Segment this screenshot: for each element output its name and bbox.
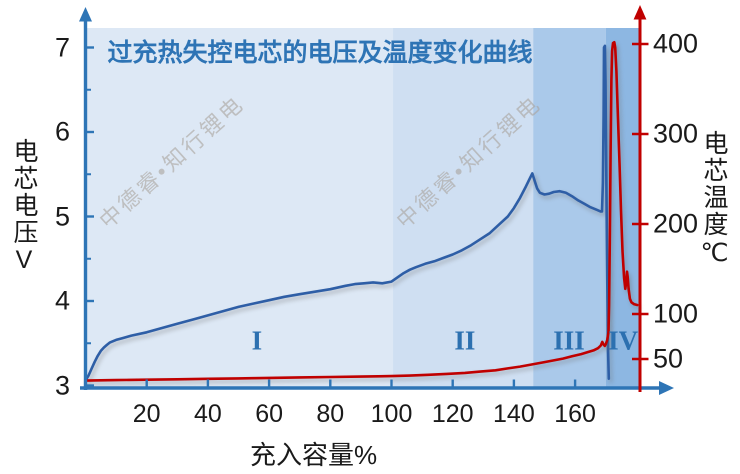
region-label-I: I [251, 325, 263, 356]
y-right-tick-label-400: 400 [653, 28, 699, 59]
x-tick-label-40: 40 [193, 400, 222, 428]
y-right-tick-label-50: 50 [653, 343, 684, 374]
left-y-axis-arrow [79, 7, 92, 22]
right-axis-title: 电芯温度℃ [700, 130, 728, 269]
y-left-tick-label-4: 4 [54, 285, 70, 316]
region-label-IV: IV [608, 325, 639, 356]
region-label-III: III [553, 325, 585, 356]
temperature-curve [84, 40, 639, 382]
right-y-axis-arrow [633, 5, 647, 20]
region-band-I [85, 28, 394, 389]
x-tick-label-140: 140 [493, 400, 535, 428]
left-axis-title: 电芯电压V [10, 138, 38, 276]
chart-title: 过充热失控电芯的电压及温度变化曲线 [107, 39, 533, 67]
y-right-tick-label-200: 200 [653, 208, 699, 239]
y-right-tick-label-300: 300 [653, 118, 699, 149]
x-tick-label-100: 100 [370, 400, 413, 428]
x-tick-label-120: 120 [431, 400, 474, 428]
y-right-tick-label-100: 100 [653, 298, 699, 329]
y-left-tick-label-5: 5 [54, 201, 70, 231]
x-tick-label-160: 160 [554, 400, 596, 428]
y-left-tick-label-3: 3 [54, 370, 70, 400]
y-left-tick-label-7: 7 [54, 32, 70, 62]
y-left-tick-label-6: 6 [54, 116, 70, 147]
x-axis-title: 充入容量% [250, 440, 378, 470]
x-tick-label-60: 60 [255, 400, 283, 428]
x-tick-label-20: 20 [132, 400, 161, 428]
region-band-II [393, 28, 534, 389]
x-tick-label-80: 80 [316, 400, 345, 428]
voltage-curve [84, 44, 611, 382]
x-axis-arrow [659, 381, 674, 395]
region-label-II: II [454, 325, 476, 356]
